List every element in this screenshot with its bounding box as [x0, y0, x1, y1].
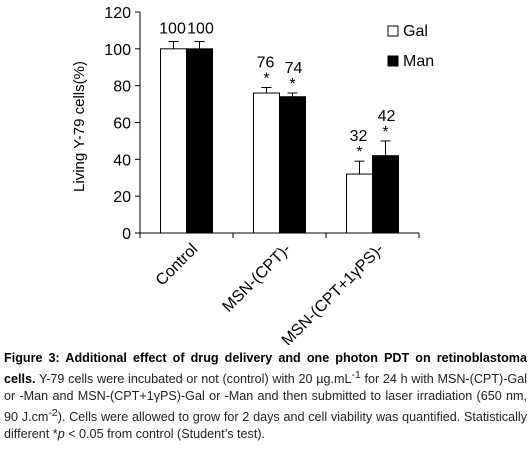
bar-gal	[346, 173, 373, 234]
data-label: 42	[378, 108, 396, 125]
y-tick-label: 0	[122, 226, 131, 243]
significance-star: *	[289, 76, 295, 93]
caption-text-3: ). Cells were allowed to grow for 2 days…	[4, 410, 528, 442]
legend-label-gal: Gal	[403, 23, 428, 40]
significance-star: *	[356, 144, 362, 161]
y-tick-label: 40	[113, 152, 131, 169]
x-tick-label: MSN-(CPT+1γPS)-	[279, 241, 388, 345]
bar-chart: 0 20 40 60 80 100 120 Living Y-79 cells(%) Cont…	[71, 5, 434, 345]
significance-star: *	[263, 71, 269, 88]
legend-label-man: Man	[403, 53, 434, 70]
legend: Gal Man	[387, 23, 434, 70]
data-label: 100	[187, 20, 214, 37]
legend-swatch-man	[387, 55, 399, 67]
data-label: 74	[285, 60, 303, 77]
y-axis-title: Living Y-79 cells(%)	[71, 61, 88, 192]
y-axis: 0 20 40 60 80 100 120 Living Y-79 cells(%)	[71, 5, 141, 243]
data-label: 100	[159, 20, 186, 37]
caption-text-1: Y-79 cells were incubated or not (contro…	[35, 372, 352, 387]
bar-gal	[160, 48, 187, 234]
y-tick-label: 20	[113, 189, 131, 206]
bar-man	[372, 155, 399, 234]
caption-text-2: for 24 h with MSN-(CPT)-Gal or -Man and …	[4, 372, 527, 425]
x-axis: Control MSN-(CPT)-MSN-(CPT+1γPS)-	[139, 232, 420, 345]
bar-man	[186, 48, 213, 234]
caption-text-4: < 0.05 from control (Student’s test).	[64, 427, 266, 442]
data-label: 76	[257, 55, 275, 72]
caption-label: Figure 3: Additional effect of drug deli…	[4, 351, 527, 387]
x-tick-label: MSN-(CPT)-	[219, 241, 294, 316]
caption-p-variable: p	[57, 427, 65, 442]
y-tick-label: 100	[104, 42, 131, 59]
significance-star: *	[382, 124, 388, 141]
y-tick-label: 80	[113, 79, 131, 96]
data-label: 32	[350, 128, 368, 145]
legend-swatch-gal	[387, 25, 399, 37]
y-tick-label: 60	[113, 116, 131, 133]
caption-sup-2: -2	[48, 407, 58, 420]
bar-man	[279, 96, 306, 234]
caption-sup-1: -1	[351, 369, 361, 381]
y-tick-label: 120	[104, 5, 131, 22]
x-tick-label: Control	[153, 241, 201, 289]
figure-caption: Figure 3: Additional effect of drug deli…	[4, 350, 527, 443]
bar-gal	[253, 92, 280, 234]
